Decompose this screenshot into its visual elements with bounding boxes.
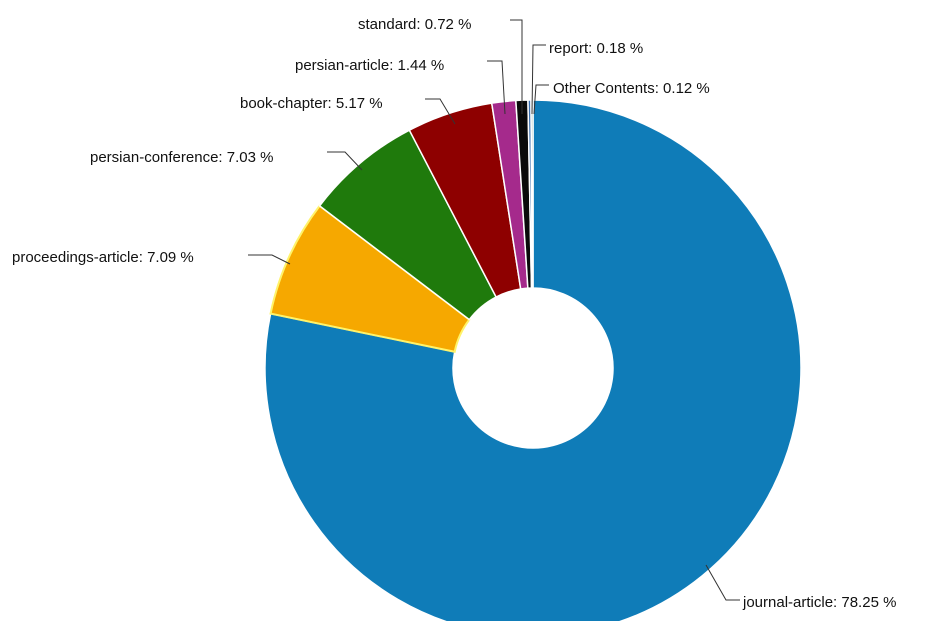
slice-label-report: report: 0.18 % — [549, 40, 643, 57]
slice-label-persian-article: persian-article: 1.44 % — [295, 57, 444, 74]
leader-line-other-contents — [533, 84, 549, 115]
slice-label-proceedings-article: proceedings-article: 7.09 % — [12, 249, 194, 266]
leader-line-journal-article — [705, 564, 740, 601]
slice-other-contents[interactable] — [530, 99, 534, 289]
leader-line-persian-conference — [327, 151, 363, 171]
slice-journal-article[interactable] — [264, 99, 802, 621]
slice-label-book-chapter: book-chapter: 5.17 % — [240, 95, 383, 112]
slices-layer — [264, 99, 802, 621]
slice-label-standard: standard: 0.72 % — [358, 16, 471, 33]
leader-line-persian-article — [487, 60, 506, 115]
labels-layer: journal-article: 78.25 % proceedings-arti… — [12, 16, 896, 611]
leader-line-book-chapter — [425, 98, 456, 125]
slice-label-other-contents: Other Contents: 0.12 % — [553, 80, 710, 97]
leader-line-standard — [510, 19, 523, 114]
leader-line-proceedings-article — [248, 254, 291, 265]
slice-label-journal-article: journal-article: 78.25 % — [742, 594, 896, 611]
slice-label-persian-conference: persian-conference: 7.03 % — [90, 149, 273, 166]
leaders-layer — [248, 19, 740, 601]
leader-line-report — [531, 44, 546, 115]
